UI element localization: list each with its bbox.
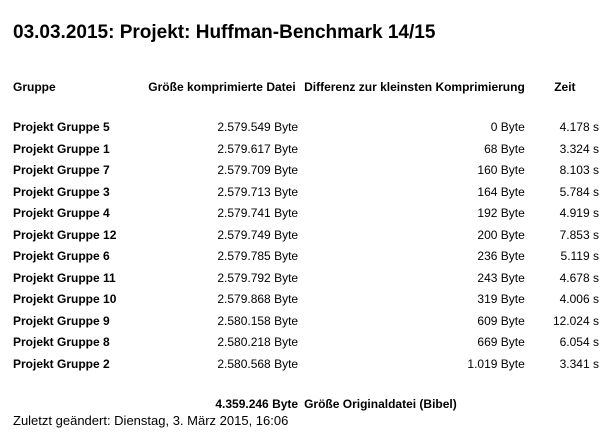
row-size: 2.580.158 Byte [217, 313, 299, 328]
page-title: 03.03.2015: Projekt: Huffman-Benchmark 1… [13, 22, 436, 43]
row-diff: 319 Byte [477, 292, 525, 306]
summary-row: 4.359.246 Byte Größe Originaldatei (Bibe… [10, 393, 602, 415]
last-modified-note: Zuletzt geändert: Dienstag, 3. März 2015… [13, 413, 289, 428]
row-group: Projekt Gruppe 8 [13, 335, 110, 349]
row-time: 4.006 s [559, 292, 599, 306]
row-diff: 236 Byte [477, 249, 525, 263]
row-diff: 164 Byte [477, 184, 525, 199]
row-group: Projekt Gruppe 7 [13, 163, 110, 177]
table-header-row: Gruppe Größe komprimierte Datei Differen… [10, 57, 602, 117]
row-size: 2.579.617 Byte [217, 141, 299, 156]
row-group: Projekt Gruppe 11 [13, 270, 116, 285]
header-group: Gruppe [13, 79, 56, 94]
header-diff: Differenz zur kleinsten Komprimierung [304, 79, 525, 94]
table-row: Projekt Gruppe 9 2.580.158 Byte 609 Byte 12… [10, 311, 602, 333]
table-row: Projekt Gruppe 10 2.579.868 Byte 319 Byte 4… [10, 289, 602, 311]
row-time: 12.024 s [552, 313, 599, 328]
original-file-label: Größe Originaldatei (Bibel) [304, 397, 457, 411]
row-diff: 1.019 Byte [467, 356, 525, 371]
table-body: Projekt Gruppe 5 2.579.549 Byte 0 Byte 4.17… [10, 117, 602, 415]
row-group: Projekt Gruppe 6 [13, 249, 110, 263]
row-group: Projekt Gruppe 2 [13, 356, 110, 371]
table-row: Projekt Gruppe 12 2.579.749 Byte 200 Byte 7… [10, 225, 602, 247]
row-time: 4.678 s [559, 270, 599, 285]
original-file-size: 4.359.246 Byte [215, 397, 299, 411]
row-diff: 192 Byte [477, 206, 525, 220]
row-size: 2.579.785 Byte [217, 249, 299, 263]
table-row: Projekt Gruppe 2 2.580.568 Byte 1.019 Byte… [10, 354, 602, 376]
row-group: Projekt Gruppe 4 [13, 206, 110, 220]
row-time: 4.919 s [559, 206, 599, 220]
table-row: Projekt Gruppe 7 2.579.709 Byte 160 Byte 8.… [10, 160, 602, 182]
row-size: 2.580.568 Byte [217, 356, 299, 371]
row-diff: 243 Byte [477, 270, 525, 285]
row-time: 3.324 s [559, 141, 599, 156]
row-group: Projekt Gruppe 10 [13, 292, 117, 306]
row-group: Projekt Gruppe 5 [13, 120, 110, 134]
row-time: 5.784 s [559, 184, 599, 199]
benchmark-table: Gruppe Größe komprimierte Datei Differen… [10, 57, 602, 415]
row-group: Projekt Gruppe 9 [13, 313, 110, 328]
header-size: Größe komprimierte Datei [148, 79, 296, 94]
row-group: Projekt Gruppe 1 [13, 141, 110, 156]
row-time: 8.103 s [559, 163, 599, 177]
table-row: Projekt Gruppe 8 2.580.218 Byte 669 Byte 6.… [10, 332, 602, 354]
row-size: 2.579.709 Byte [217, 163, 299, 177]
table-row: Projekt Gruppe 3 2.579.713 Byte 164 Byte 5.… [10, 182, 602, 204]
table-row: Projekt Gruppe 5 2.579.549 Byte 0 Byte 4.17… [10, 117, 602, 139]
row-size: 2.580.218 Byte [217, 335, 299, 349]
table-row: Projekt Gruppe 1 2.579.617 Byte 68 Byte 3.3… [10, 139, 602, 161]
row-diff: 68 Byte [484, 141, 525, 156]
row-diff: 669 Byte [477, 335, 525, 349]
row-size: 2.579.749 Byte [217, 227, 299, 242]
row-diff: 200 Byte [477, 227, 525, 242]
row-size: 2.579.741 Byte [217, 206, 299, 220]
spacer-row [10, 375, 602, 393]
row-group: Projekt Gruppe 12 [13, 227, 117, 242]
row-group: Projekt Gruppe 3 [13, 184, 110, 199]
table-row: Projekt Gruppe 6 2.579.785 Byte 236 Byte 5.… [10, 246, 602, 268]
row-time: 7.853 s [559, 227, 599, 242]
header-time: Zeit [554, 79, 576, 94]
row-size: 2.579.713 Byte [217, 184, 299, 199]
row-time: 4.178 s [559, 120, 599, 134]
row-size: 2.579.549 Byte [217, 120, 299, 134]
row-diff: 609 Byte [477, 313, 525, 328]
row-size: 2.579.792 Byte [217, 270, 299, 285]
row-size: 2.579.868 Byte [217, 292, 299, 306]
row-diff: 160 Byte [477, 163, 525, 177]
row-time: 6.054 s [559, 335, 599, 349]
table-row: Projekt Gruppe 4 2.579.741 Byte 192 Byte 4.… [10, 203, 602, 225]
row-diff: 0 Byte [490, 120, 525, 134]
row-time: 3.341 s [559, 356, 599, 371]
table-row: Projekt Gruppe 11 2.579.792 Byte 243 Byte 4… [10, 268, 602, 290]
row-time: 5.119 s [560, 249, 599, 263]
